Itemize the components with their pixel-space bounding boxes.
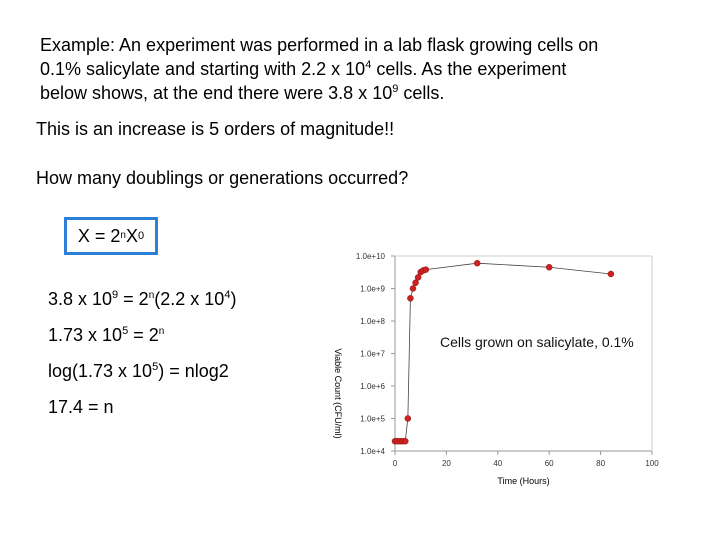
y-tick-label: 1.0e+6 [360, 382, 385, 391]
exponent: 5 [122, 325, 129, 337]
data-point [409, 285, 417, 292]
chart-series-points [391, 259, 615, 445]
exponent: n [148, 290, 155, 301]
x-tick-label: 60 [545, 459, 554, 468]
step-text: ) = nlog2 [158, 361, 229, 381]
exponent: n [158, 326, 165, 337]
formula-lhs: X = 2 [77, 225, 121, 246]
intro-line-3: below shows, at the end there were 3.8 x… [40, 81, 700, 105]
data-point [473, 259, 481, 267]
x-axis-label: Time (Hours) [497, 476, 549, 486]
magnitude-claim: This is an increase is 5 orders of magni… [36, 119, 395, 139]
y-tick-label: 1.0e+4 [360, 447, 385, 456]
y-tick-label: 1.0e+5 [360, 415, 385, 424]
equation-step-2: 1.73 x 105 = 2n [48, 325, 164, 346]
y-axis-label: Viable Count (CFU/ml) [333, 348, 343, 438]
data-point [412, 279, 419, 287]
step-text: ) [230, 289, 237, 309]
y-tick-label: 1.0e+8 [360, 317, 385, 326]
x-tick-label: 40 [493, 459, 502, 468]
intro-line-1: Example: An experiment was performed in … [40, 35, 599, 55]
x-tick-label: 20 [442, 459, 451, 468]
equation-step-3: log(1.73 x 105) = nlog2 [48, 361, 229, 382]
x-tick-label: 80 [596, 459, 605, 468]
data-point [407, 295, 414, 302]
equation-step-4: 17.4 = n [48, 397, 114, 417]
exponent: 4 [365, 59, 372, 71]
data-point [404, 415, 412, 422]
intro-line-3-text-b: cells. [398, 83, 445, 103]
y-tick-label: 1.0e+9 [360, 285, 385, 294]
intro-line-3-text-a: below shows, at the end there were 3.8 x… [40, 83, 393, 103]
data-point [414, 274, 422, 281]
data-point [402, 437, 409, 445]
chart-ticks: 1.0e+4 1.0e+5 1.0e+6 1.0e+7 1.0e+8 1.0e+9 1.0e… [356, 252, 659, 468]
chart-axes [394, 255, 653, 452]
x-tick-label: 0 [393, 459, 398, 468]
data-point [422, 266, 430, 273]
intro-line-2-text-b: cells. As the experiment [371, 59, 567, 79]
step-text: 1.73 x 10 [48, 325, 123, 345]
step-text: log(1.73 x 10 [48, 361, 153, 381]
exponent: 4 [224, 289, 231, 301]
x-tick-label: 100 [645, 459, 659, 468]
step-text: 3.8 x 10 [48, 289, 113, 309]
chart-caption: Cells grown on salicylate, 0.1% [440, 334, 634, 350]
chart-series-line [395, 262, 611, 442]
growth-curve-chart: 1.0e+4 1.0e+5 1.0e+6 1.0e+7 1.0e+8 1.0e+9 1.0e… [333, 252, 659, 486]
equation-step-1: 3.8 x 109 = 2n(2.2 x 104) [48, 289, 236, 310]
series-line [395, 262, 611, 442]
exponent: 5 [152, 361, 159, 373]
step-text: = 2 [128, 325, 159, 345]
intro-paragraph: Example: An experiment was performed in … [40, 33, 700, 105]
exponent: 9 [112, 289, 119, 301]
generation-question: How many doublings or generations occurr… [36, 168, 409, 188]
step-text: (2.2 x 10 [154, 289, 225, 309]
formula-x0: X [125, 225, 138, 246]
intro-line-2: 0.1% salicylate and starting with 2.2 x … [40, 57, 700, 81]
data-point [545, 264, 553, 271]
y-tick-label: 1.0e+10 [356, 252, 386, 261]
exponent: 9 [392, 83, 399, 95]
step-text: = 2 [118, 289, 149, 309]
y-tick-label: 1.0e+7 [360, 350, 385, 359]
data-point [607, 270, 615, 278]
intro-line-2-text-a: 0.1% salicylate and starting with 2.2 x … [40, 59, 366, 79]
